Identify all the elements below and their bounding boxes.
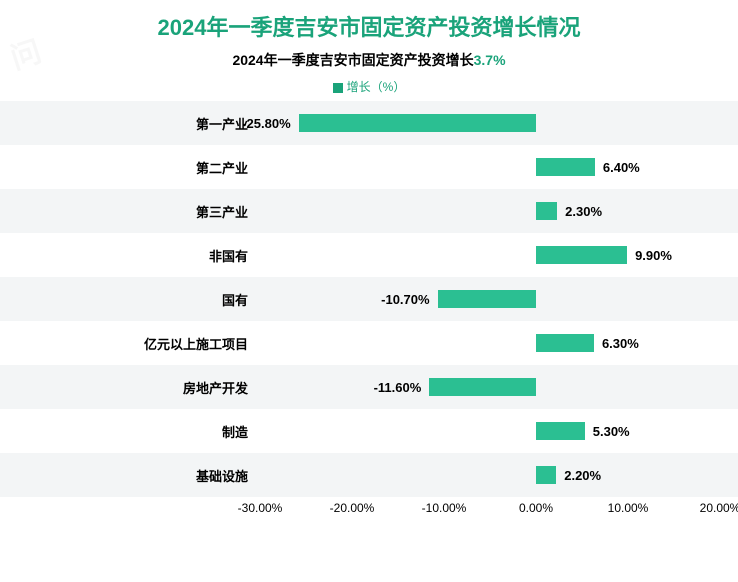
bar-track: -25.80% xyxy=(260,101,720,145)
chart-row: 第一产业-25.80% xyxy=(110,101,720,145)
bar xyxy=(536,246,627,264)
chart-row: 国有 -10.70% xyxy=(110,277,720,321)
value-label: 6.40% xyxy=(603,145,640,189)
legend-swatch xyxy=(333,83,343,93)
bar xyxy=(536,466,556,484)
chart-row: 制造 5.30% xyxy=(110,409,720,453)
value-label: 2.30% xyxy=(565,189,602,233)
bar xyxy=(536,334,594,352)
category-label: 制造 xyxy=(110,409,260,453)
category-label: 非国有 xyxy=(110,233,260,277)
bar xyxy=(536,202,557,220)
bar-track: 2.20% xyxy=(260,453,720,497)
chart-subtitle: 2024年一季度吉安市固定资产投资增长3.7% xyxy=(0,50,738,70)
chart-row: 亿元以上施工项目 6.30% xyxy=(110,321,720,365)
chart-title: 2024年一季度吉安市固定资产投资增长情况 xyxy=(0,0,738,42)
bar-track: 5.30% xyxy=(260,409,720,453)
x-axis-tick: -10.00% xyxy=(422,501,467,515)
category-label: 第一产业 xyxy=(110,101,260,145)
category-label: 第二产业 xyxy=(110,145,260,189)
value-label: 5.30% xyxy=(593,409,630,453)
chart-row: 非国有 9.90% xyxy=(110,233,720,277)
value-label: -25.80% xyxy=(242,101,290,145)
bar xyxy=(438,290,536,308)
bar xyxy=(536,158,595,176)
bar xyxy=(536,422,585,440)
chart-row: 第三产业 2.30% xyxy=(110,189,720,233)
chart-row: 第二产业 6.40% xyxy=(110,145,720,189)
category-label: 国有 xyxy=(110,277,260,321)
x-axis-tick: -20.00% xyxy=(330,501,375,515)
value-label: 6.30% xyxy=(602,321,639,365)
chart-row: 房地产开发 -11.60% xyxy=(110,365,720,409)
category-label: 亿元以上施工项目 xyxy=(110,321,260,365)
subtitle-value: 3.7% xyxy=(474,52,506,68)
value-label: -10.70% xyxy=(381,277,429,321)
bar-track: 9.90% xyxy=(260,233,720,277)
value-label: 9.90% xyxy=(635,233,672,277)
chart-rows: 第一产业-25.80%第二产业 6.40% 第三产业 2.30% 非国有 9.90% 国有 -… xyxy=(110,101,720,527)
x-axis-tick: 0.00% xyxy=(519,501,553,515)
legend-label: 增长（%） xyxy=(347,80,406,94)
bar-track: -10.70% xyxy=(260,277,720,321)
chart-area: 分产业看分经济类型看分领域看 第一产业-25.80%第二产业6.40%第三产业2… xyxy=(0,101,738,541)
bar-track: -11.60% xyxy=(260,365,720,409)
category-label: 第三产业 xyxy=(110,189,260,233)
bar xyxy=(299,114,536,132)
x-axis-tick: 20.00% xyxy=(700,501,738,515)
bar-track: 6.30% xyxy=(260,321,720,365)
x-axis-tick: -30.00% xyxy=(238,501,283,515)
chart-row: 基础设施 2.20% xyxy=(110,453,720,497)
category-label: 基础设施 xyxy=(110,453,260,497)
category-label: 房地产开发 xyxy=(110,365,260,409)
value-label: 2.20% xyxy=(564,453,601,497)
bar xyxy=(429,378,536,396)
subtitle-prefix: 2024年一季度吉安市固定资产投资增长 xyxy=(232,52,473,68)
chart-legend: 增长（%） xyxy=(0,78,738,95)
x-axis: -30.00%-20.00%-10.00%0.00%10.00%20.00% xyxy=(260,497,720,527)
bar-track: 2.30% xyxy=(260,189,720,233)
value-label: -11.60% xyxy=(374,365,422,409)
x-axis-tick: 10.00% xyxy=(608,501,649,515)
bar-track: 6.40% xyxy=(260,145,720,189)
